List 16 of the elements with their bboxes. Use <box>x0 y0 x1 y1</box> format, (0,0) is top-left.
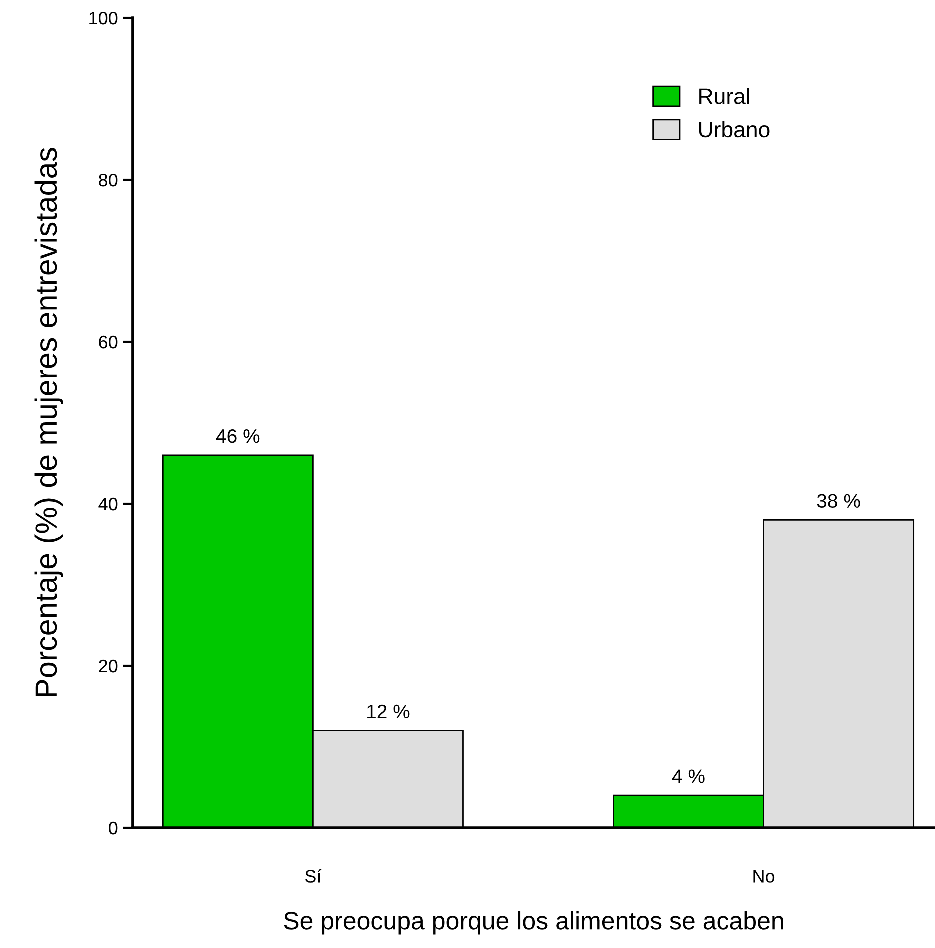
x-axis-title: Se preocupa porque los alimentos se acaben <box>284 911 784 935</box>
y-tick-label: 40 <box>98 498 118 511</box>
data-label: 4 % <box>672 770 705 784</box>
data-label: 38 % <box>817 494 860 508</box>
y-axis-title: Porcentaje (%) de mujeres entrevistadas <box>34 148 64 696</box>
x-tick-label: No <box>754 870 775 883</box>
y-tick-label: 100 <box>90 12 118 25</box>
y-tick-label: 20 <box>99 660 118 673</box>
y-tick-label: 80 <box>99 174 118 187</box>
y-tick-label: 0 <box>109 822 118 835</box>
x-tick-label: Sí <box>305 869 322 883</box>
y-tick-label: 60 <box>99 336 118 349</box>
legend-label: Rural <box>700 88 750 104</box>
data-label: 46 % <box>216 429 260 444</box>
data-label: 12 % <box>368 704 410 719</box>
legend-label: Urbano <box>699 121 770 138</box>
